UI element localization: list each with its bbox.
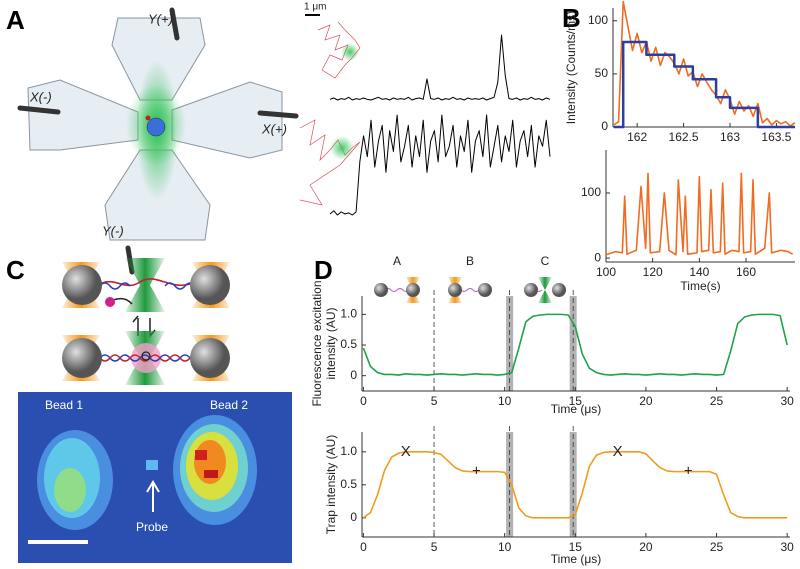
panel-label: A (6, 5, 25, 35)
series-line (362, 451, 788, 519)
panel-label: B (562, 3, 581, 33)
inset-schematic (374, 277, 566, 303)
y-tick-label: 0 (350, 510, 357, 524)
x-tick-label: 10 (498, 540, 512, 554)
x-tick-label: 25 (710, 540, 724, 554)
device-diagram (27, 17, 283, 241)
y-axis-label: Trap intensity (AU) (324, 435, 338, 535)
y-axis-label: intensity (AU) (324, 307, 338, 379)
y-tick-label: 0 (350, 368, 357, 382)
annotation: + (684, 463, 693, 480)
annotation: X (613, 443, 623, 460)
x-tick-label: 162.5 (669, 130, 699, 144)
x-tick-label: 15 (569, 394, 583, 408)
x-axis-label: Time (μs) (551, 552, 601, 566)
y-axis-label: Intensity (Counts/ms) (564, 11, 578, 124)
x-tick-label: 5 (431, 394, 438, 408)
electrode-label: Y(-) (102, 223, 124, 238)
x-tick-label: 100 (596, 265, 616, 279)
y-axis-label: Fluorescence excitation (310, 280, 324, 406)
series-line (613, 0, 796, 127)
trap-spot (341, 43, 359, 61)
series-line (329, 114, 551, 216)
x-tick-label: 0 (360, 394, 367, 408)
image-label: Bead 2 (210, 398, 248, 412)
x-tick-label: 120 (643, 265, 663, 279)
electrodes (17, 7, 299, 275)
shaded-span (506, 296, 514, 391)
x-tick-label: 10 (498, 394, 512, 408)
x-tick-label: 160 (736, 265, 756, 279)
x-tick-label: 30 (780, 540, 794, 554)
inset-label: B (466, 254, 474, 268)
x-tick-label: 20 (639, 540, 653, 554)
y-tick-label: 100 (581, 185, 601, 199)
y-tick-label: 0.5 (340, 337, 357, 351)
electrode-label: X(+) (261, 121, 287, 136)
x-tick-label: 163.5 (761, 130, 791, 144)
trap-schematic (62, 258, 230, 385)
x-tick-label: 163 (720, 130, 740, 144)
fluorescence-image (18, 392, 292, 563)
shaded-span (569, 296, 577, 391)
x-axis-label: Time (μs) (551, 402, 601, 416)
annotation: + (472, 463, 481, 480)
electrode-label: X(-) (29, 89, 52, 104)
series-line (362, 313, 788, 376)
inset-label: A (393, 254, 401, 268)
x-tick-label: 162 (627, 130, 647, 144)
series-line (613, 40, 795, 129)
series-line (605, 172, 794, 256)
trajectory (299, 119, 361, 206)
y-tick-label: 0 (601, 119, 608, 133)
trajectory (317, 21, 361, 79)
x-tick-label: 15 (569, 540, 583, 554)
y-tick-label: 0 (594, 250, 601, 264)
annotation: X (401, 443, 411, 460)
y-tick-label: 1.0 (340, 307, 357, 321)
x-tick-label: 25 (710, 394, 724, 408)
panel-label: D (314, 255, 333, 285)
x-axis-label: Time(s) (680, 279, 720, 293)
panel-label: C (6, 255, 25, 285)
y-tick-label: 1.0 (340, 444, 357, 458)
y-tick-label: 100 (588, 13, 608, 27)
x-tick-label: 0 (360, 540, 367, 554)
series-line (329, 34, 551, 101)
y-tick-label: 50 (595, 66, 609, 80)
image-label: Bead 1 (45, 398, 83, 412)
x-tick-label: 140 (689, 265, 709, 279)
y-tick-label: 0.5 (340, 477, 357, 491)
image-label: Probe (136, 520, 168, 534)
x-tick-label: 30 (780, 394, 794, 408)
x-tick-label: 5 (431, 540, 438, 554)
inset-label: C (541, 254, 550, 268)
scale-label: 1 μm (304, 2, 326, 13)
x-tick-label: 20 (639, 394, 653, 408)
electrode-label: Y(+) (148, 11, 173, 26)
trap-spot (330, 136, 354, 160)
